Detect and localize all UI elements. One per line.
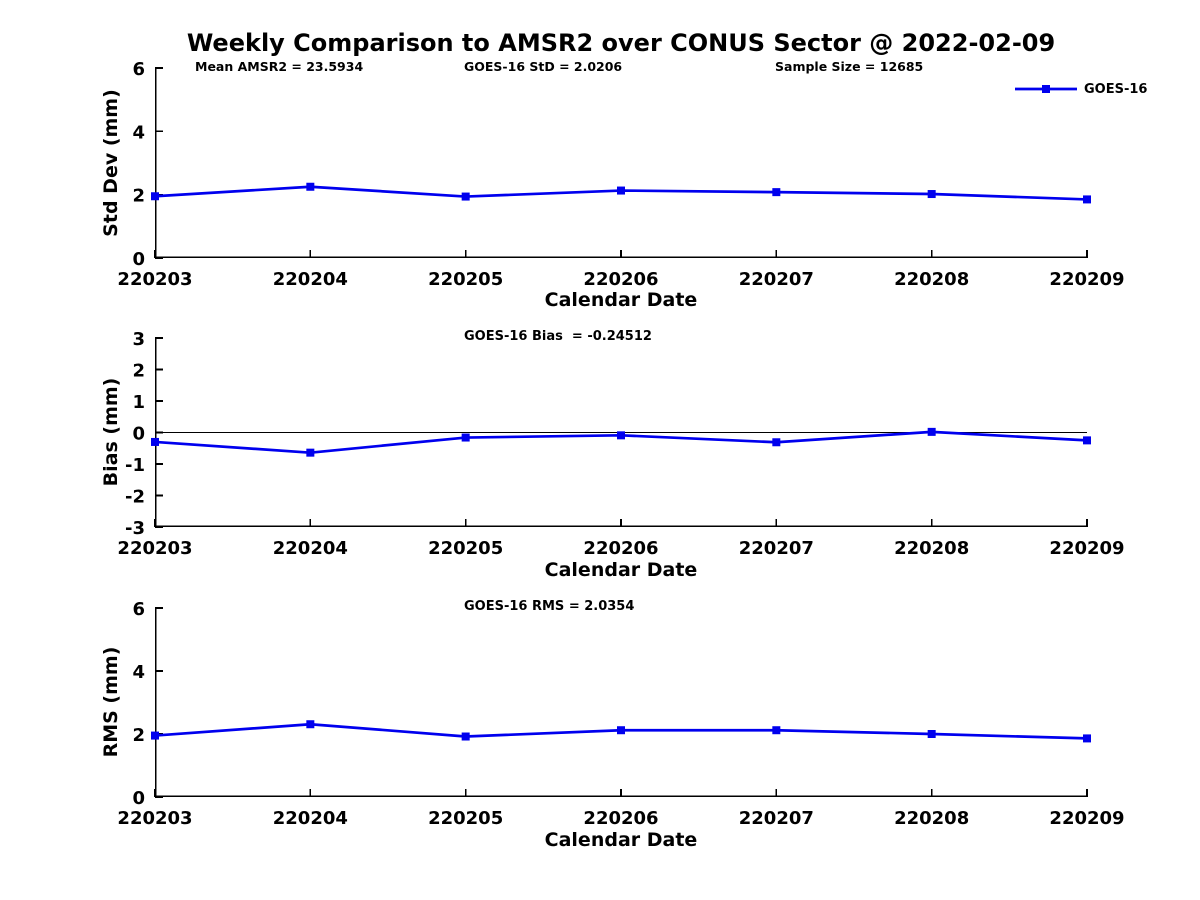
- x-tick-label: 220208: [894, 538, 969, 559]
- legend-marker-icon: [1042, 85, 1050, 93]
- x-tick-label: 220207: [739, 269, 814, 290]
- x-tick-label: 220206: [583, 808, 658, 829]
- x-tick-label: 220208: [894, 269, 969, 290]
- stddev-plot: 0 2 4 6 220203 220204 220205 220206 220207 220208…: [117, 59, 1124, 290]
- data-point-marker: [461, 192, 470, 201]
- x-tick-label: 220203: [117, 269, 192, 290]
- axes: [155, 608, 1087, 797]
- data-point-marker: [151, 192, 159, 201]
- tick-marks: [154, 67, 1088, 259]
- data-point-marker: [461, 732, 470, 741]
- data-point-marker: [927, 190, 936, 199]
- annotation-goes16-std: GOES-16 StD = 2.0206: [464, 59, 623, 74]
- y-tick-label: 6: [132, 599, 145, 620]
- rms-subplot-title: GOES-16 RMS = 2.0354: [464, 599, 635, 614]
- x-tick-label: 220209: [1049, 538, 1124, 559]
- data-point-marker: [927, 730, 936, 738]
- x-tick-label: 220206: [583, 538, 658, 559]
- x-tick-label: 220204: [273, 269, 348, 290]
- legend: GOES-16: [1015, 80, 1147, 98]
- y-tick-label: -3: [125, 518, 145, 539]
- y-tick-label: 4: [132, 122, 145, 143]
- data-point-marker: [617, 431, 625, 440]
- data-point-marker: [306, 448, 315, 457]
- axes: [155, 68, 1087, 258]
- x-tick-label: 220205: [428, 538, 503, 559]
- data-point-marker: [461, 433, 470, 442]
- data-point-marker: [617, 726, 625, 735]
- data-point-marker: [306, 182, 315, 191]
- x-tick-label: 220203: [117, 808, 192, 829]
- y-tick-label: 0: [132, 788, 145, 809]
- data-point-marker: [1083, 734, 1091, 743]
- y-tick-label: 2: [132, 186, 145, 207]
- y-tick-label: -2: [125, 487, 145, 508]
- y-tick-label: 2: [132, 725, 145, 746]
- data-point-marker: [1083, 436, 1091, 445]
- data-point-marker: [1083, 195, 1091, 204]
- legend-line-sample: [1015, 85, 1077, 93]
- rms-plot: 0 2 4 6 220203 220204 220205 220206 220207 220208…: [117, 599, 1124, 829]
- tick-marks: [154, 607, 1088, 798]
- figure-title: Weekly Comparison to AMSR2 over CONUS Se…: [186, 29, 1056, 57]
- x-tick-label: 220204: [273, 808, 348, 829]
- y-tick-label: 6: [132, 59, 145, 80]
- data-point-marker: [306, 720, 315, 729]
- data-point-marker: [927, 427, 936, 436]
- x-tick-label: 220209: [1049, 269, 1124, 290]
- x-tick-label: 220207: [739, 538, 814, 559]
- rms-y-axis-label: RMS (mm): [100, 646, 122, 758]
- data-point-marker: [151, 437, 159, 446]
- x-tick-label: 220209: [1049, 808, 1124, 829]
- x-tick-label: 220205: [428, 269, 503, 290]
- y-tick-label: 3: [132, 329, 145, 350]
- data-point-marker: [617, 186, 625, 195]
- y-tick-label: 0: [132, 424, 145, 445]
- data-point-marker: [772, 188, 781, 197]
- y-tick-label: 2: [132, 361, 145, 382]
- annotation-mean-amsr2: Mean AMSR2 = 23.5934: [195, 59, 364, 74]
- data-point-marker: [772, 726, 781, 735]
- data-point-marker: [151, 731, 159, 740]
- stddev-y-axis-label: Std Dev (mm): [100, 89, 122, 237]
- x-tick-label: 220205: [428, 808, 503, 829]
- y-tick-label: -1: [125, 455, 145, 476]
- bias-plot: -3 -2 -1 0 1 2 3 220203 220204 220205 220206 220207…: [117, 329, 1124, 559]
- y-tick-label: 1: [132, 392, 145, 413]
- y-tick-label: 0: [132, 249, 145, 270]
- y-tick-label: 4: [132, 662, 145, 683]
- legend-label: GOES-16: [1084, 81, 1148, 97]
- bias-x-axis-label: Calendar Date: [544, 559, 698, 581]
- x-tick-label: 220203: [117, 538, 192, 559]
- rms-x-axis-label: Calendar Date: [544, 829, 698, 851]
- x-tick-label: 220208: [894, 808, 969, 829]
- x-tick-label: 220206: [583, 269, 658, 290]
- data-point-marker: [772, 438, 781, 447]
- x-tick-label: 220204: [273, 538, 348, 559]
- x-tick-label: 220207: [739, 808, 814, 829]
- stddev-x-axis-label: Calendar Date: [544, 289, 698, 311]
- annotation-sample-size: Sample Size = 12685: [775, 59, 924, 74]
- bias-y-axis-label: Bias (mm): [100, 377, 122, 487]
- tick-marks: [154, 337, 1088, 528]
- bias-subplot-title: GOES-16 Bias = -0.24512: [464, 329, 652, 344]
